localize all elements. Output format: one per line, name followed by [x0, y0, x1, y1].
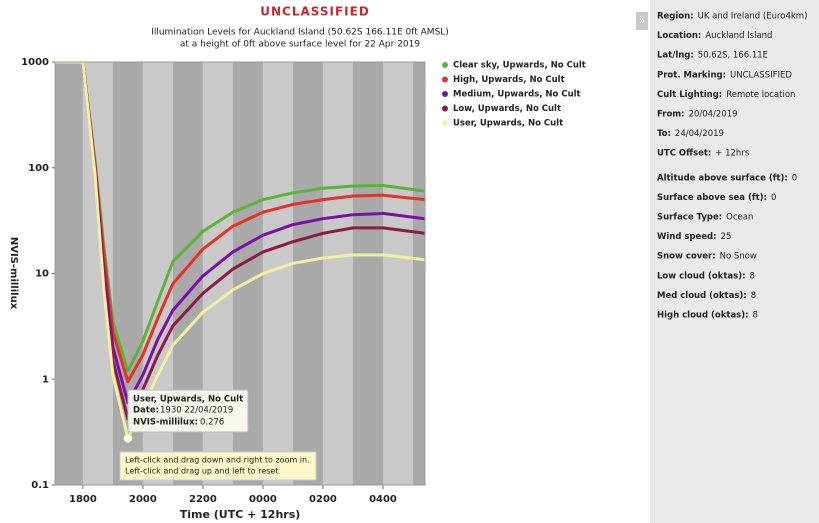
tooltip-date-label: Date: [133, 406, 159, 416]
hour-band [262, 62, 293, 485]
panel-value: Auckland Island [705, 31, 772, 41]
y-tick-label: 10 [35, 269, 49, 280]
subtitle: Illumination Levels for Auckland Island … [151, 28, 449, 38]
x-axis-title: Time (UTC + 12hrs) [180, 508, 301, 521]
help-text: Left-click and drag down and right to zo… [125, 456, 310, 465]
tooltip-date: 1930 22/04/2019 [160, 406, 233, 416]
panel-label: UTC Offset: [657, 149, 711, 159]
tooltip-value-label: NVIS-millilux: [133, 418, 198, 428]
hour-band [55, 62, 83, 485]
panel-value: 8 [751, 291, 756, 301]
tooltip [127, 389, 249, 433]
x-tick-label: 2200 [189, 494, 217, 505]
panel-label: High cloud (oktas): [657, 311, 749, 321]
y-tick-label: 100 [28, 163, 49, 174]
legend-label: Medium, Upwards, No Cult [453, 90, 581, 100]
panel-label: Prot. Marking: [657, 70, 726, 80]
hour-band [412, 62, 425, 485]
legend-marker [442, 105, 448, 112]
x-tick-label: 1800 [69, 494, 97, 505]
panel-value: 0 [792, 173, 797, 183]
legend-marker [442, 91, 448, 97]
subtitle: at a height of 0ft above surface level f… [180, 40, 420, 50]
x-tick-label: 2000 [129, 494, 157, 505]
hour-band [322, 62, 353, 485]
panel-toggle[interactable] [636, 12, 648, 30]
help-text: Left-click and drag up and left to reset [125, 467, 278, 476]
tooltip-title: User, Upwards, No Cult [133, 395, 243, 405]
legend-label: Low, Upwards, No Cult [453, 104, 561, 114]
panel-value: + 12hrs [715, 149, 750, 159]
legend-label: User, Upwards, No Cult [453, 119, 563, 129]
panel-label: Med cloud (oktas): [657, 291, 747, 301]
panel-label: Low cloud (oktas): [657, 271, 745, 281]
panel-value: No Snow [720, 252, 757, 262]
legend-marker [442, 76, 448, 83]
panel-label: Region: [657, 12, 694, 22]
legend-marker [442, 62, 448, 68]
panel-value: Remote location [726, 90, 795, 100]
plot-border [54, 61, 426, 486]
legend-label: Clear sky, Upwards, No Cult [453, 61, 586, 71]
classification: UNCLASSIFIED [260, 5, 370, 19]
panel-label: Altitude above surface (ft): [657, 173, 788, 183]
panel-value: 8 [753, 311, 758, 321]
panel-value: 24/04/2019 [675, 129, 724, 139]
tooltip-value: 0.276 [200, 418, 224, 428]
panel-value: 0 [771, 193, 776, 203]
panel-label: From: [657, 110, 685, 120]
panel-label: Surface above sea (ft): [657, 193, 767, 203]
panel-label: Wind speed: [657, 232, 717, 242]
panel-label: Location: [657, 31, 701, 41]
hour-band [292, 62, 323, 485]
x-tick-label: 0000 [249, 494, 277, 505]
panel-label: Surface Type: [657, 213, 722, 223]
help-box [119, 451, 317, 481]
side-panel [650, 0, 819, 523]
tooltip-point [123, 433, 133, 443]
y-axis-title: NVIS-millilux [8, 237, 19, 310]
panel-label: Lat/lng: [657, 51, 694, 61]
panel-value: 50.62S, 166.11E [698, 51, 768, 61]
y-tick-label: 1 [42, 374, 49, 385]
panel-value: 25 [721, 232, 732, 242]
hour-band [382, 62, 413, 485]
x-tick-label: 0400 [369, 494, 397, 505]
panel-label: Snow cover: [657, 252, 716, 262]
y-tick-label: 0.1 [31, 480, 49, 491]
panel-value: UNCLASSIFIED [730, 70, 792, 80]
series-line [55, 62, 425, 440]
y-tick-label: 1000 [21, 57, 49, 68]
hour-band [352, 62, 383, 485]
panel-value: UK and Ireland (Euro4km) [698, 12, 808, 22]
panel-label: To: [657, 129, 671, 139]
panel-label: Cult Lighting: [657, 90, 722, 100]
panel-value: 20/04/2019 [689, 110, 738, 120]
legend-label: High, Upwards, No Cult [453, 75, 565, 85]
panel-value: Ocean [726, 213, 753, 223]
panel-toggle-icon[interactable]: » [639, 14, 646, 27]
x-tick-label: 0200 [309, 494, 337, 505]
legend-marker [442, 120, 448, 126]
panel-value: 8 [749, 271, 754, 281]
